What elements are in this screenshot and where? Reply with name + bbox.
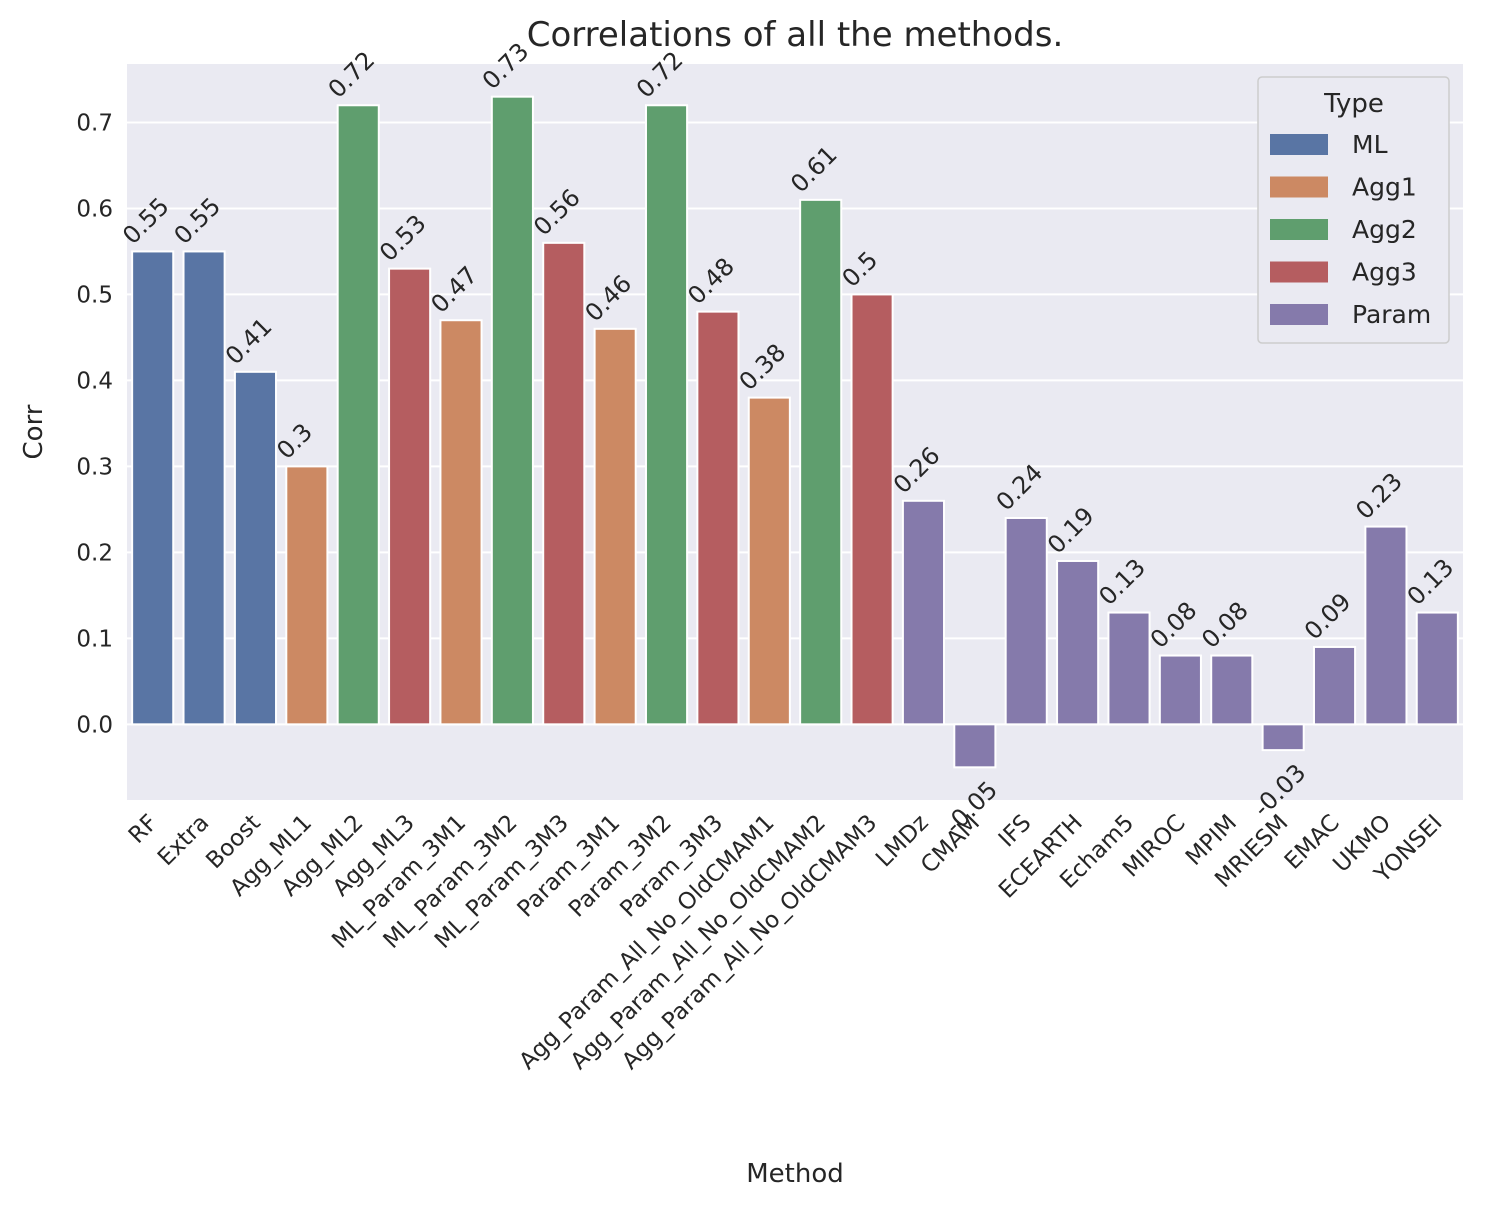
y-tick-label: 0.2	[76, 540, 113, 566]
bar	[131, 250, 175, 726]
y-tick-label: 0.3	[76, 454, 113, 480]
legend-entry-label: Param	[1352, 300, 1431, 329]
bar	[1364, 525, 1408, 726]
y-axis-label: Corr	[19, 404, 49, 459]
bar	[285, 465, 329, 726]
bar	[1004, 516, 1048, 726]
legend-swatch	[1270, 134, 1328, 155]
bar	[542, 241, 586, 726]
legend-swatch	[1270, 176, 1328, 198]
bar	[593, 327, 637, 726]
y-tick-label: 0.5	[76, 282, 113, 308]
bar	[439, 319, 483, 726]
bar	[490, 95, 534, 726]
bar	[1210, 654, 1254, 726]
legend-entry-label: Agg2	[1352, 215, 1417, 244]
x-tick-label: RF	[124, 810, 163, 849]
legend-entry-label: Agg3	[1352, 258, 1417, 287]
bar	[696, 310, 740, 726]
y-tick-label: 0.1	[76, 626, 113, 652]
legend-entries: ML Agg1 Agg2 Agg3 Param	[1270, 130, 1431, 329]
x-axis-ticks: RFExtraBoostAgg_ML1Agg_ML2Agg_ML3ML_Para…	[124, 810, 1448, 1075]
bar	[1261, 723, 1305, 752]
legend-swatch	[1270, 261, 1328, 283]
bar	[182, 250, 226, 726]
legend-entry-label: Agg1	[1352, 173, 1417, 202]
bar	[850, 293, 894, 726]
y-tick-label: 0.7	[76, 110, 113, 136]
bar	[1415, 611, 1459, 726]
y-tick-label: 0.4	[76, 368, 113, 394]
bar	[1107, 611, 1151, 726]
x-axis-label: Method	[746, 1159, 844, 1189]
x-tick-label: Extra	[153, 810, 214, 871]
bar	[1312, 645, 1357, 726]
legend-swatch	[1270, 304, 1328, 325]
y-tick-label: 0.0	[76, 712, 113, 738]
bar	[1056, 559, 1100, 726]
legend: Type ML Agg1 Agg2 Agg3 Param	[1257, 76, 1450, 344]
bar	[953, 723, 997, 769]
legend-title: Type	[1323, 89, 1384, 119]
bar	[901, 499, 946, 726]
bar	[799, 198, 843, 726]
chart-title: Correlations of all the methods.	[527, 15, 1064, 55]
bars	[131, 95, 1459, 769]
y-axis-ticks: 0.0 0.1 0.2 0.3 0.4 0.5 0.6 0.7	[76, 110, 113, 738]
bar	[747, 396, 791, 726]
bar	[388, 267, 432, 726]
legend-swatch	[1270, 219, 1328, 240]
bar	[644, 104, 689, 726]
y-tick-label: 0.6	[76, 196, 113, 222]
bar	[233, 370, 278, 726]
x-tick-label: IFS	[994, 810, 1037, 853]
bar	[1158, 654, 1202, 726]
bar	[336, 104, 380, 726]
legend-entry-label: ML	[1352, 130, 1388, 159]
